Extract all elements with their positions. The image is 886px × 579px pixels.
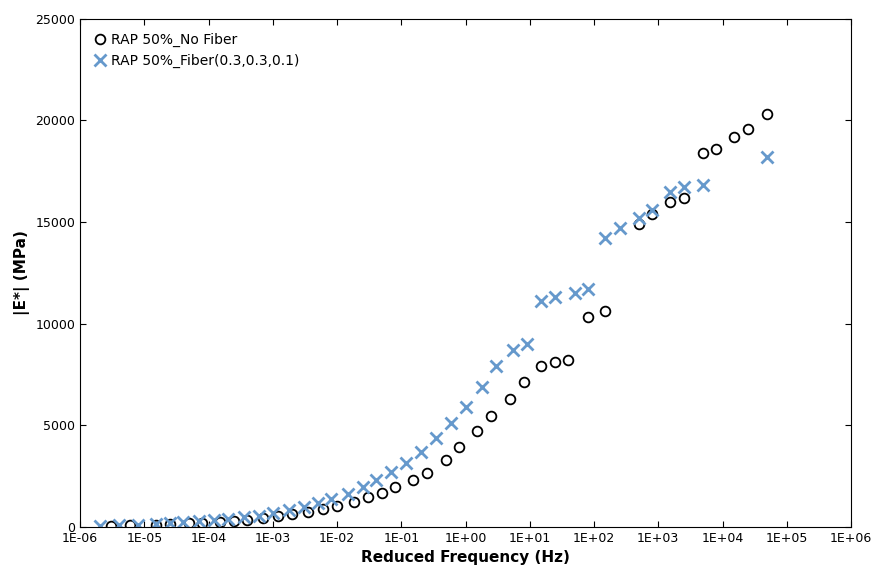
RAP 50%_Fiber(0.3,0.3,0.1) bbox=[664, 188, 675, 195]
RAP 50%_Fiber(0.3,0.3,0.1) bbox=[178, 519, 189, 526]
RAP 50%_No Fiber bbox=[762, 111, 773, 118]
RAP 50%_No Fiber bbox=[408, 477, 418, 484]
X-axis label: Reduced Frequency (Hz): Reduced Frequency (Hz) bbox=[361, 550, 570, 565]
Line: RAP 50%_Fiber(0.3,0.3,0.1): RAP 50%_Fiber(0.3,0.3,0.1) bbox=[94, 152, 773, 532]
RAP 50%_No Fiber bbox=[711, 145, 721, 152]
RAP 50%_Fiber(0.3,0.3,0.1) bbox=[253, 512, 264, 519]
Line: RAP 50%_No Fiber: RAP 50%_No Fiber bbox=[106, 109, 773, 530]
RAP 50%_Fiber(0.3,0.3,0.1) bbox=[208, 516, 219, 523]
RAP 50%_No Fiber bbox=[422, 470, 432, 477]
RAP 50%_Fiber(0.3,0.3,0.1) bbox=[508, 346, 518, 353]
RAP 50%_Fiber(0.3,0.3,0.1) bbox=[460, 404, 470, 411]
RAP 50%_No Fiber bbox=[728, 133, 739, 140]
RAP 50%_Fiber(0.3,0.3,0.1) bbox=[550, 294, 561, 301]
RAP 50%_No Fiber bbox=[184, 520, 195, 527]
RAP 50%_Fiber(0.3,0.3,0.1) bbox=[370, 477, 381, 484]
RAP 50%_Fiber(0.3,0.3,0.1) bbox=[614, 225, 625, 232]
Legend: RAP 50%_No Fiber, RAP 50%_Fiber(0.3,0.3,0.1): RAP 50%_No Fiber, RAP 50%_Fiber(0.3,0.3,… bbox=[87, 26, 306, 75]
RAP 50%_No Fiber bbox=[471, 428, 482, 435]
RAP 50%_Fiber(0.3,0.3,0.1) bbox=[762, 153, 773, 160]
RAP 50%_Fiber(0.3,0.3,0.1) bbox=[416, 448, 426, 455]
RAP 50%_No Fiber bbox=[664, 198, 675, 205]
RAP 50%_No Fiber bbox=[454, 444, 464, 451]
RAP 50%_Fiber(0.3,0.3,0.1) bbox=[600, 235, 610, 242]
RAP 50%_No Fiber bbox=[348, 499, 359, 506]
RAP 50%_No Fiber bbox=[258, 515, 268, 522]
RAP 50%_Fiber(0.3,0.3,0.1) bbox=[401, 459, 412, 466]
RAP 50%_No Fiber bbox=[742, 125, 753, 132]
RAP 50%_Fiber(0.3,0.3,0.1) bbox=[570, 290, 580, 296]
RAP 50%_Fiber(0.3,0.3,0.1) bbox=[133, 521, 144, 528]
RAP 50%_No Fiber bbox=[165, 521, 175, 527]
RAP 50%_No Fiber bbox=[505, 395, 516, 402]
RAP 50%_Fiber(0.3,0.3,0.1) bbox=[343, 490, 354, 497]
RAP 50%_Fiber(0.3,0.3,0.1) bbox=[325, 496, 336, 503]
Y-axis label: |E*| (MPa): |E*| (MPa) bbox=[14, 230, 30, 315]
RAP 50%_Fiber(0.3,0.3,0.1) bbox=[165, 520, 175, 527]
RAP 50%_No Fiber bbox=[390, 483, 400, 490]
RAP 50%_Fiber(0.3,0.3,0.1) bbox=[386, 469, 397, 476]
RAP 50%_Fiber(0.3,0.3,0.1) bbox=[284, 507, 295, 514]
RAP 50%_No Fiber bbox=[582, 314, 593, 321]
RAP 50%_No Fiber bbox=[197, 519, 207, 526]
RAP 50%_Fiber(0.3,0.3,0.1) bbox=[647, 206, 657, 213]
RAP 50%_No Fiber bbox=[317, 505, 328, 512]
RAP 50%_Fiber(0.3,0.3,0.1) bbox=[299, 504, 309, 511]
RAP 50%_No Fiber bbox=[242, 516, 253, 523]
RAP 50%_No Fiber bbox=[698, 149, 709, 156]
RAP 50%_No Fiber bbox=[633, 221, 644, 228]
RAP 50%_No Fiber bbox=[214, 518, 225, 525]
RAP 50%_No Fiber bbox=[486, 412, 496, 419]
RAP 50%_Fiber(0.3,0.3,0.1) bbox=[113, 522, 124, 529]
RAP 50%_No Fiber bbox=[151, 521, 161, 528]
RAP 50%_Fiber(0.3,0.3,0.1) bbox=[238, 514, 249, 521]
RAP 50%_No Fiber bbox=[563, 357, 574, 364]
RAP 50%_Fiber(0.3,0.3,0.1) bbox=[698, 182, 709, 189]
RAP 50%_No Fiber bbox=[287, 511, 298, 518]
RAP 50%_No Fiber bbox=[377, 489, 387, 496]
RAP 50%_Fiber(0.3,0.3,0.1) bbox=[268, 510, 278, 517]
RAP 50%_No Fiber bbox=[273, 513, 284, 520]
RAP 50%_Fiber(0.3,0.3,0.1) bbox=[633, 214, 644, 221]
RAP 50%_Fiber(0.3,0.3,0.1) bbox=[193, 518, 204, 525]
RAP 50%_Fiber(0.3,0.3,0.1) bbox=[491, 363, 501, 370]
RAP 50%_Fiber(0.3,0.3,0.1) bbox=[222, 515, 233, 522]
RAP 50%_No Fiber bbox=[536, 363, 547, 370]
RAP 50%_Fiber(0.3,0.3,0.1) bbox=[94, 522, 105, 529]
RAP 50%_No Fiber bbox=[302, 508, 313, 515]
RAP 50%_No Fiber bbox=[647, 210, 657, 217]
RAP 50%_Fiber(0.3,0.3,0.1) bbox=[431, 435, 441, 442]
RAP 50%_No Fiber bbox=[550, 359, 561, 366]
RAP 50%_No Fiber bbox=[679, 194, 689, 201]
RAP 50%_Fiber(0.3,0.3,0.1) bbox=[582, 285, 593, 292]
RAP 50%_No Fiber bbox=[362, 494, 373, 501]
RAP 50%_Fiber(0.3,0.3,0.1) bbox=[151, 521, 161, 527]
RAP 50%_Fiber(0.3,0.3,0.1) bbox=[679, 184, 689, 191]
RAP 50%_No Fiber bbox=[229, 517, 239, 524]
RAP 50%_Fiber(0.3,0.3,0.1) bbox=[357, 483, 368, 490]
RAP 50%_Fiber(0.3,0.3,0.1) bbox=[536, 298, 547, 305]
RAP 50%_Fiber(0.3,0.3,0.1) bbox=[522, 340, 532, 347]
RAP 50%_Fiber(0.3,0.3,0.1) bbox=[446, 420, 456, 427]
RAP 50%_No Fiber bbox=[331, 503, 342, 510]
RAP 50%_No Fiber bbox=[441, 456, 452, 463]
RAP 50%_Fiber(0.3,0.3,0.1) bbox=[313, 500, 323, 507]
RAP 50%_No Fiber bbox=[125, 522, 136, 529]
RAP 50%_No Fiber bbox=[518, 379, 529, 386]
RAP 50%_No Fiber bbox=[600, 308, 610, 315]
RAP 50%_Fiber(0.3,0.3,0.1) bbox=[477, 383, 487, 390]
RAP 50%_No Fiber bbox=[105, 522, 116, 529]
